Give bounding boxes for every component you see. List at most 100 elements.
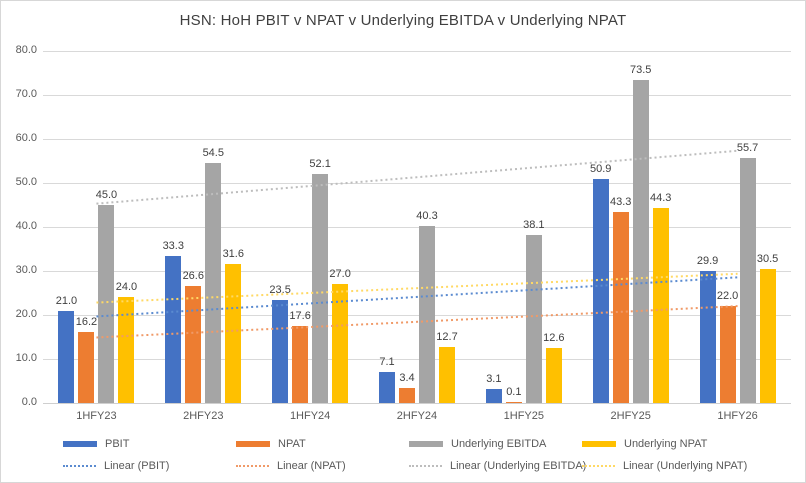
legend-item-pbit: PBIT — [63, 438, 236, 450]
bar-underlying-ebitda — [419, 225, 435, 403]
x-tick-label: 2HFY23 — [183, 410, 224, 422]
bar-pbit — [165, 256, 182, 403]
bar-npat — [78, 331, 95, 403]
legend-swatch-npat — [236, 441, 270, 447]
data-label: 55.7 — [736, 141, 759, 154]
data-label: 38.1 — [523, 219, 545, 232]
data-label: 0.1 — [506, 386, 522, 398]
data-label: 24.0 — [115, 281, 138, 294]
data-label: 26.6 — [182, 269, 204, 282]
y-tick-label: 60.0 — [15, 132, 37, 144]
bar-npat — [399, 388, 415, 403]
bar-pbit — [592, 179, 609, 403]
trendline-underlying-ebitda — [96, 149, 738, 205]
legend-swatch-underlying-ebitda — [409, 441, 443, 447]
legend-item-linear-npat-: Linear (NPAT) — [236, 460, 409, 472]
bar-npat — [185, 285, 202, 403]
legend-item-linear-underlying-npat-: Linear (Underlying NPAT) — [582, 460, 747, 472]
legend-label: Linear (PBIT) — [104, 460, 170, 472]
y-tick-label: 0.0 — [21, 396, 37, 408]
legend-item-underlying-ebitda: Underlying EBITDA — [409, 438, 582, 450]
bar-pbit — [379, 371, 395, 403]
data-label: 23.5 — [269, 283, 291, 296]
bar-npat — [292, 325, 309, 403]
trendline-underlying-npat — [96, 272, 738, 304]
gridline — [43, 138, 791, 140]
data-label: 30.5 — [756, 252, 779, 265]
gridline — [43, 94, 791, 96]
bar-pbit — [272, 299, 289, 403]
x-tick-label: 1HFY25 — [503, 410, 545, 422]
data-label: 22.0 — [716, 290, 739, 303]
y-tick-label: 20.0 — [15, 308, 37, 320]
y-tick-label: 30.0 — [15, 264, 37, 276]
bar-underlying-npat — [439, 347, 455, 403]
y-tick-label: 10.0 — [15, 352, 37, 364]
bar-underlying-ebitda — [98, 205, 115, 403]
legend-swatch-pbit — [63, 441, 97, 447]
bar-underlying-ebitda — [312, 173, 329, 403]
data-label: 50.9 — [589, 163, 612, 176]
legend-item-linear-underlying-ebitda-: Linear (Underlying EBITDA) — [409, 460, 586, 472]
bar-underlying-ebitda — [632, 79, 649, 403]
legend-swatch-dotted-line — [409, 465, 442, 467]
x-tick-label: 1HFY24 — [289, 410, 331, 422]
data-label: 21.0 — [55, 294, 78, 307]
x-axis-line — [43, 402, 791, 404]
legend-label: Linear (Underlying NPAT) — [623, 460, 748, 472]
legend-label: Linear (Underlying EBITDA) — [450, 460, 587, 472]
trendlines-layer — [96, 149, 738, 339]
data-label: 54.5 — [202, 147, 224, 160]
legend-item-npat: NPAT — [236, 438, 409, 450]
y-tick-label: 40.0 — [15, 220, 37, 232]
legend-swatch-underlying-npat — [582, 441, 616, 447]
legend-swatch-dotted-line — [236, 465, 269, 467]
y-tick-label: 50.0 — [15, 176, 37, 188]
bar-pbit — [58, 310, 75, 403]
data-label: 3.4 — [399, 372, 415, 385]
x-tick-label: 1HFY26 — [717, 410, 758, 422]
data-label: 31.6 — [222, 247, 244, 260]
bar-pbit — [699, 271, 716, 403]
data-label: 52.1 — [309, 157, 331, 170]
bar-underlying-ebitda — [525, 235, 542, 403]
x-tick-label: 1HFY23 — [76, 410, 117, 422]
gridline — [43, 270, 791, 272]
data-label: 7.1 — [379, 355, 395, 368]
data-label: 17.6 — [289, 309, 311, 322]
data-label: 29.9 — [696, 255, 719, 268]
bar-underlying-npat — [332, 284, 349, 403]
data-label: 44.3 — [649, 192, 672, 205]
bar-underlying-npat — [225, 263, 242, 403]
x-tick-label: 2HFY25 — [610, 410, 651, 422]
bar-npat — [719, 306, 736, 403]
bar-underlying-ebitda — [205, 163, 222, 403]
gridline — [43, 50, 791, 52]
chart-title: HSN: HoH PBIT v NPAT v Underlying EBITDA… — [179, 12, 627, 29]
legend-label: Underlying EBITDA — [451, 438, 547, 450]
legend-label: PBIT — [105, 438, 130, 450]
legend-label: NPAT — [278, 438, 306, 450]
gridline — [43, 182, 791, 184]
x-tick-label: 2HFY24 — [396, 410, 438, 422]
bar-underlying-ebitda — [739, 157, 756, 403]
bar-underlying-npat — [545, 347, 562, 403]
data-label: 12.6 — [543, 331, 565, 344]
legend-label: Linear (NPAT) — [277, 460, 346, 472]
trendline-pbit — [96, 276, 738, 318]
gridline — [43, 358, 791, 360]
legend-swatch-dotted-line — [63, 465, 96, 467]
legend-label: Underlying NPAT — [624, 438, 708, 450]
plot-area: 21.0 16.2 45.0 24.0 33.3 26.6 54.5 31.6 23.5 17.6… — [43, 50, 791, 404]
bar-npat — [612, 212, 629, 403]
gridline — [43, 314, 791, 316]
legend-trendline-row: Linear (PBIT) Linear (NPAT) Linear (Underl… — [63, 460, 747, 472]
data-label: 12.7 — [436, 331, 458, 344]
data-label: 73.5 — [629, 63, 652, 76]
bar-underlying-npat — [118, 297, 135, 403]
y-tick-label: 70.0 — [15, 88, 37, 100]
data-label: 3.1 — [486, 373, 502, 386]
legend-item-underlying-npat: Underlying NPAT — [582, 438, 707, 450]
bar-underlying-npat — [759, 268, 776, 403]
data-label: 43.3 — [609, 196, 632, 209]
